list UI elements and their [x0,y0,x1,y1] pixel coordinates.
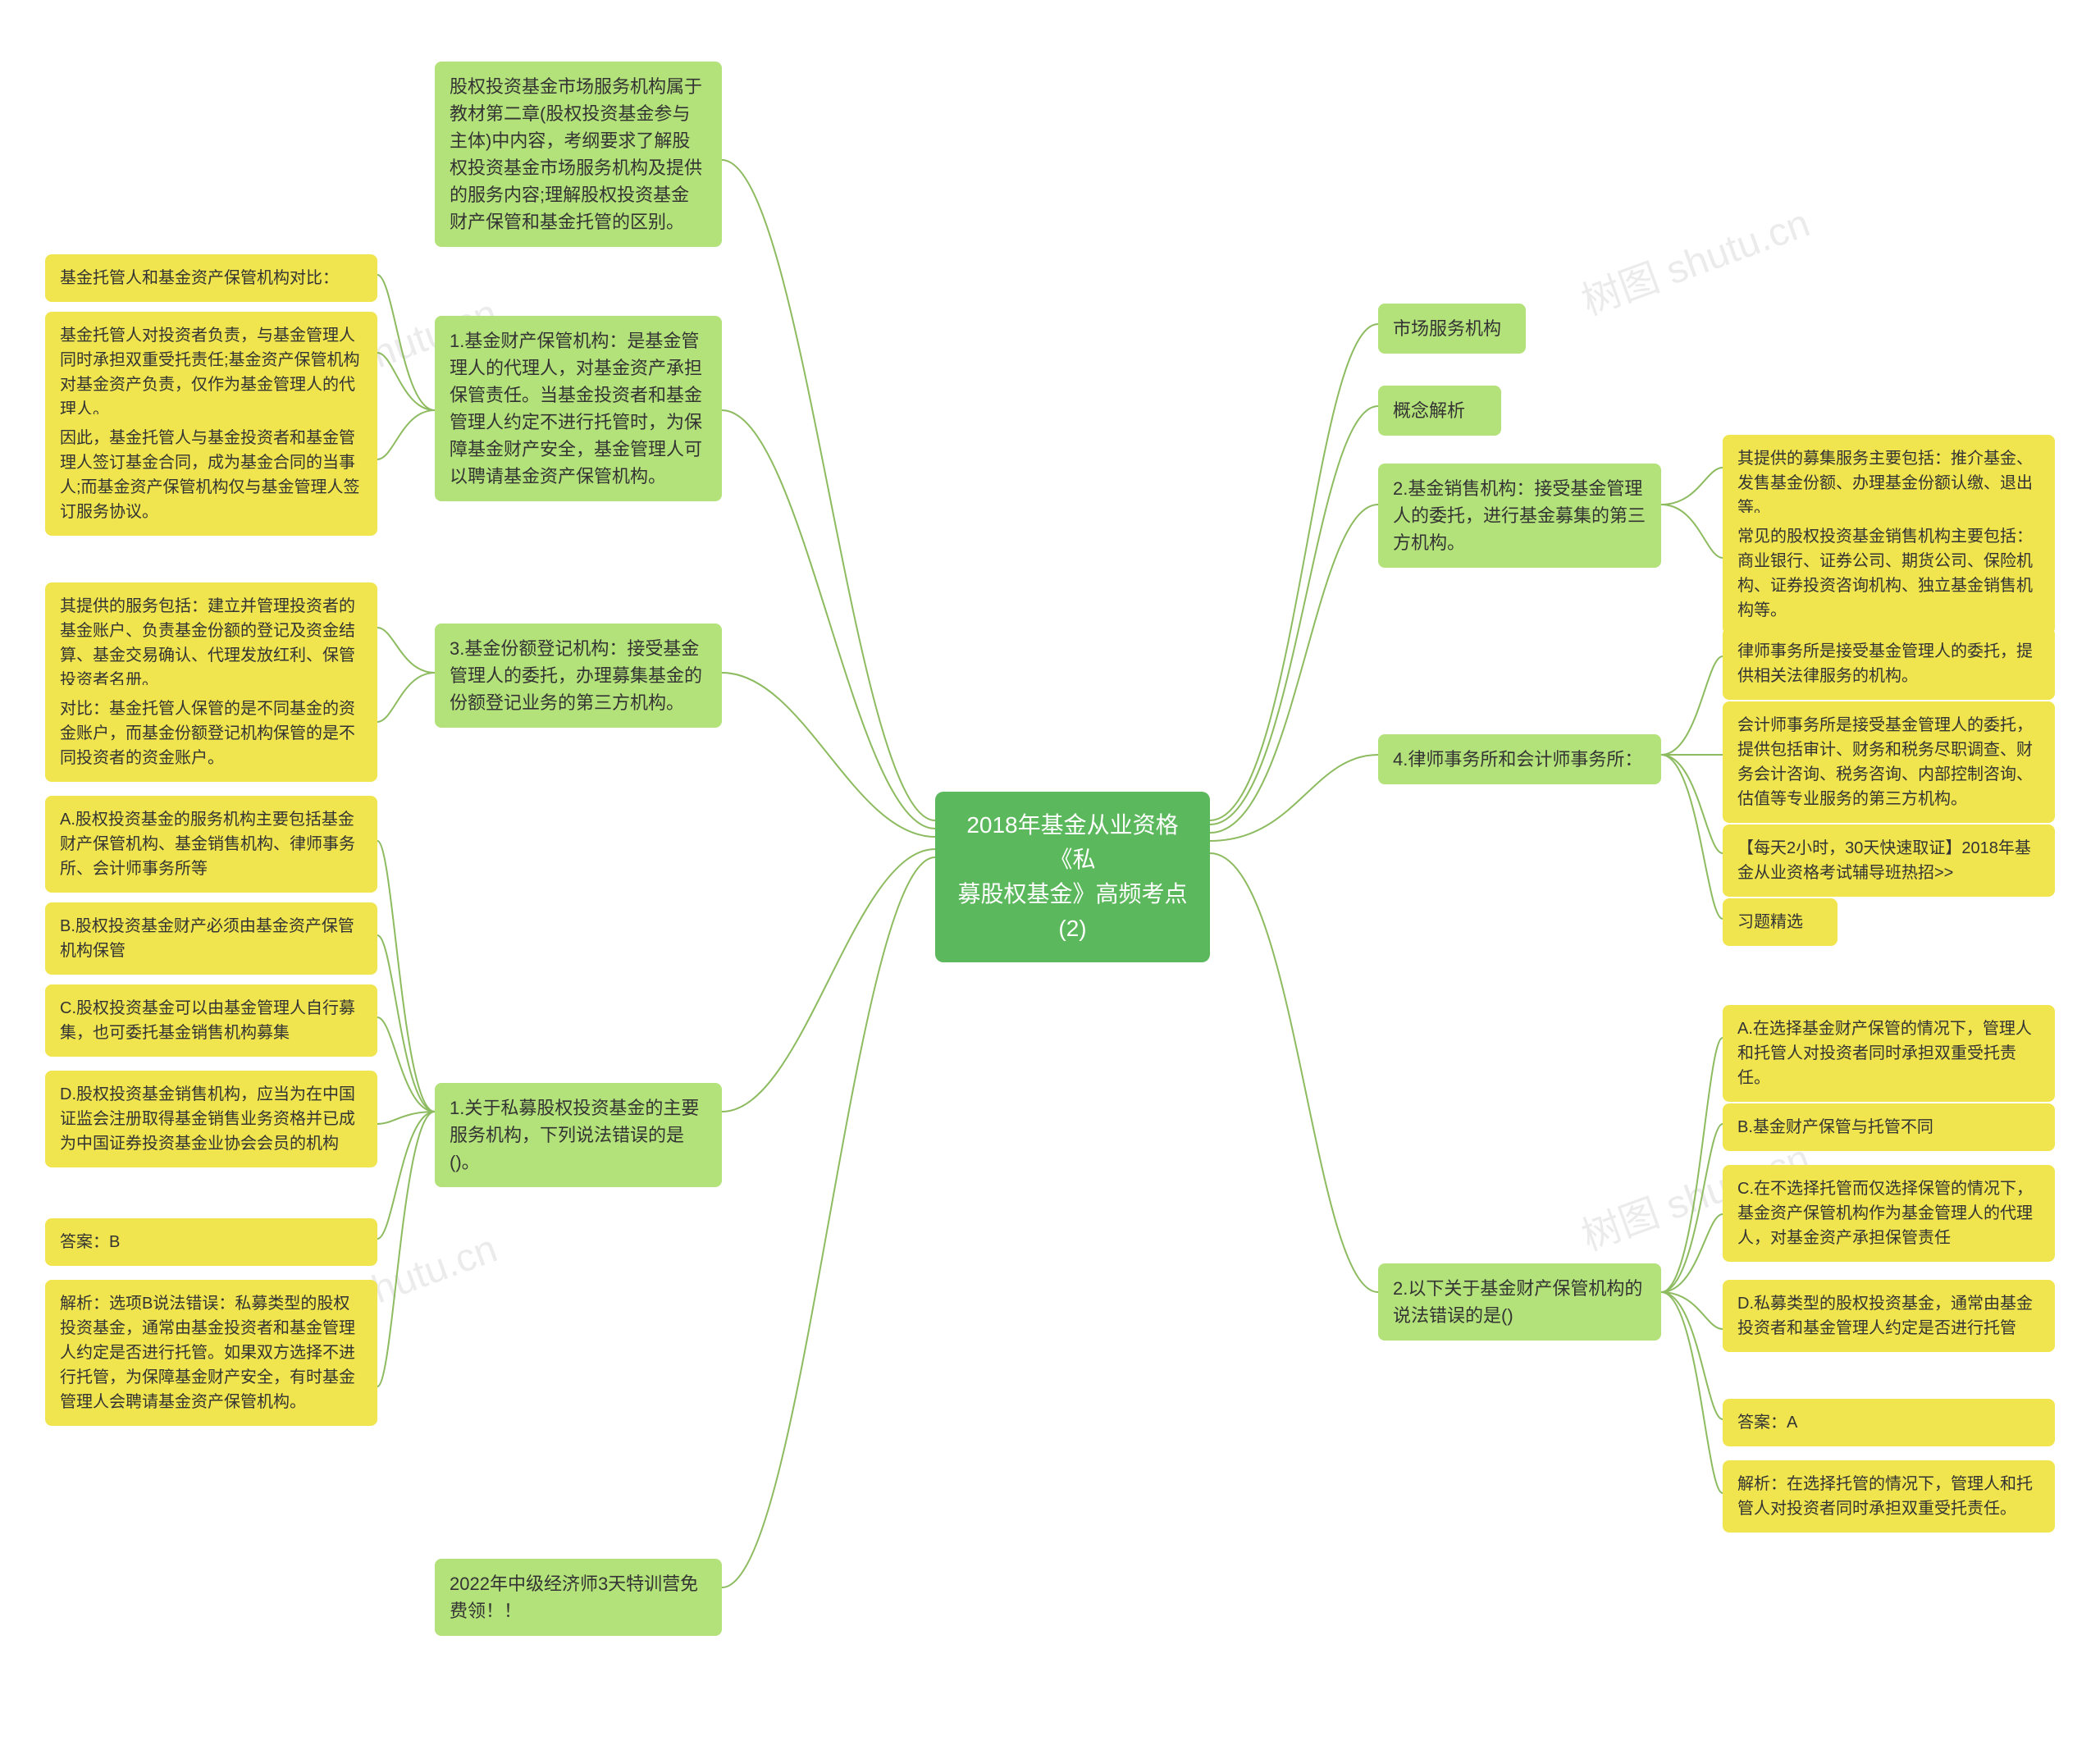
right-q2-c: C.在不选择托管而仅选择保管的情况下，基金资产保管机构作为基金管理人的代理人，对… [1723,1165,2055,1262]
left-q1: 1.关于私募股权投资基金的主要服务机构，下列说法错误的是()。 [435,1083,722,1187]
left-n3: 3.基金份额登记机构：接受基金管理人的委托，办理募集基金的份额登记业务的第三方机… [435,624,722,728]
left-q1-ans: 答案：B [45,1218,377,1266]
root-line1: 2018年基金从业资格《私 [955,808,1190,877]
left-n3-c2: 对比：基金托管人保管的是不同基金的资金账户，而基金份额登记机构保管的是不同投资者… [45,685,377,782]
right-q2-b: B.基金财产保管与托管不同 [1723,1103,2055,1151]
left-n1-c3: 因此，基金托管人与基金投资者和基金管理人签订基金合同，成为基金合同的当事人;而基… [45,414,377,536]
left-promo: 2022年中级经济师3天特训营免费领！！ [435,1559,722,1636]
right-n4-c4: 习题精选 [1723,898,1838,946]
root-line2: 募股权基金》高频考点(2) [955,877,1190,946]
left-q1-b: B.股权投资基金财产必须由基金资产保管机构保管 [45,902,377,975]
right-n2-c2: 常见的股权投资基金销售机构主要包括：商业银行、证券公司、期货公司、保险机构、证券… [1723,513,2055,634]
left-q1-d: D.股权投资基金销售机构，应当为在中国证监会注册取得基金销售业务资格并已成为中国… [45,1071,377,1167]
left-q1-c: C.股权投资基金可以由基金管理人自行募集，也可委托基金销售机构募集 [45,984,377,1057]
root-node: 2018年基金从业资格《私 募股权基金》高频考点(2) [935,792,1210,962]
right-n2: 2.基金销售机构：接受基金管理人的委托，进行基金募集的第三方机构。 [1378,464,1661,568]
left-intro: 股权投资基金市场服务机构属于教材第二章(股权投资基金参与主体)中内容，考纲要求了… [435,62,722,247]
right-r2: 概念解析 [1378,386,1501,436]
right-q2-exp: 解析：在选择托管的情况下，管理人和托管人对投资者同时承担双重受托责任。 [1723,1460,2055,1533]
watermark: 树图 shutu.cn [1573,190,1816,326]
right-n4-c3: 【每天2小时，30天快速取证】2018年基金从业资格考试辅导班热招>> [1723,825,2055,897]
left-n1-c1: 基金托管人和基金资产保管机构对比： [45,254,377,302]
right-r1: 市场服务机构 [1378,304,1526,354]
right-n4-c1: 律师事务所是接受基金管理人的委托，提供相关法律服务的机构。 [1723,628,2055,700]
right-q2-a: A.在选择基金财产保管的情况下，管理人和托管人对投资者同时承担双重受托责任。 [1723,1005,2055,1102]
left-q1-exp: 解析：选项B说法错误：私募类型的股权投资基金，通常由基金投资者和基金管理人约定是… [45,1280,377,1426]
right-q2-d: D.私募类型的股权投资基金，通常由基金投资者和基金管理人约定是否进行托管 [1723,1280,2055,1352]
left-q1-a: A.股权投资基金的服务机构主要包括基金财产保管机构、基金销售机构、律师事务所、会… [45,796,377,893]
left-n1: 1.基金财产保管机构：是基金管理人的代理人，对基金资产承担保管责任。当基金投资者… [435,316,722,501]
right-n4-c2: 会计师事务所是接受基金管理人的委托，提供包括审计、财务和税务尽职调查、财务会计咨… [1723,701,2055,823]
right-n4: 4.律师事务所和会计师事务所： [1378,734,1661,784]
right-q2-ans: 答案：A [1723,1399,2055,1446]
right-q2: 2.以下关于基金财产保管机构的说法错误的是() [1378,1263,1661,1341]
